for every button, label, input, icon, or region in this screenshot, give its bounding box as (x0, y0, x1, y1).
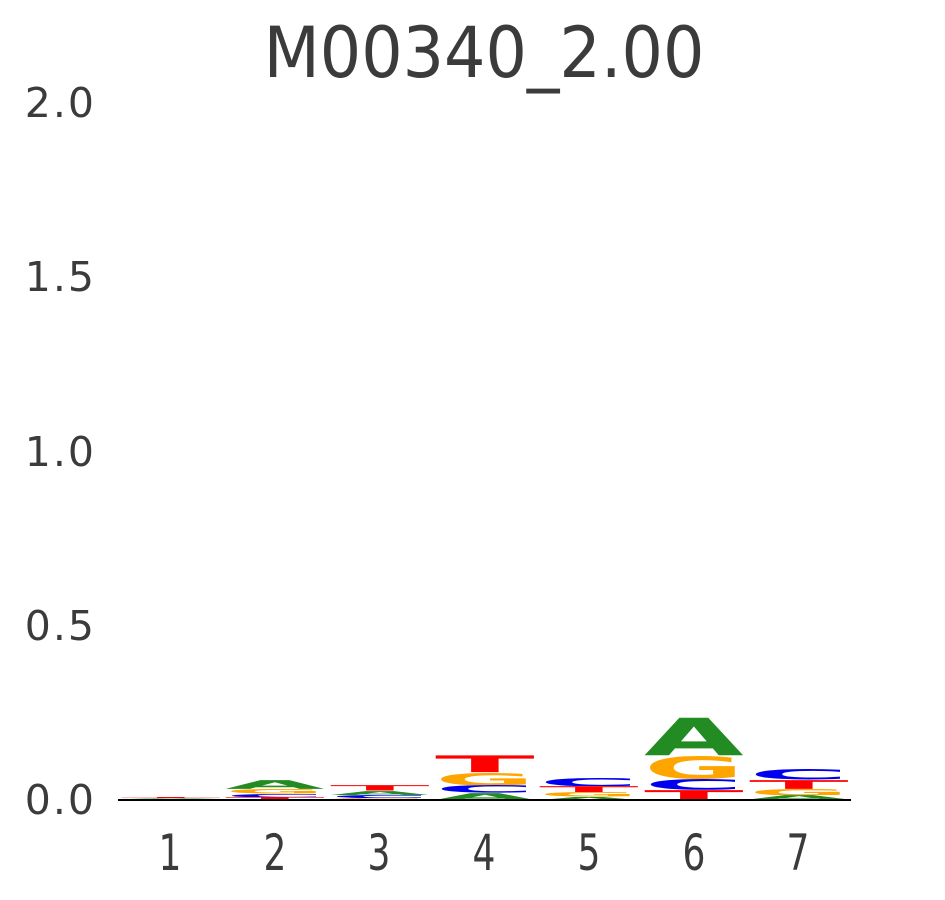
svg-text:A: A (121, 798, 221, 799)
svg-text:T: T (435, 755, 535, 772)
logo-letter-A: A (121, 798, 221, 799)
logo-letter-G: G (225, 789, 325, 794)
svg-text:A: A (539, 797, 639, 800)
svg-text:T: T (749, 780, 849, 789)
svg-text:C: C (539, 778, 639, 786)
y-tick-label: 0.0 (24, 776, 96, 824)
x-axis-line (118, 799, 851, 801)
logo-letter-G: G (749, 789, 849, 796)
logo-letter-C: C (539, 778, 639, 786)
x-tick-label: 7 (786, 824, 810, 882)
logo-letter-G: G (330, 798, 430, 800)
logo-letter-T: T (435, 755, 535, 772)
svg-text:T: T (539, 786, 639, 792)
logo-letter-C: C (644, 779, 744, 790)
logo-letter-G: G (121, 799, 221, 800)
y-tick-label: 2.0 (24, 79, 96, 127)
x-tick-label: 5 (577, 824, 601, 882)
chart-title: M00340_2.00 (263, 12, 705, 94)
logo-letter-C: C (435, 785, 535, 793)
logo-letter-A: A (435, 793, 535, 800)
svg-text:G: G (121, 799, 221, 800)
x-tick-label: 1 (158, 824, 182, 882)
logo-letter-A: A (539, 797, 639, 800)
svg-text:A: A (225, 780, 325, 789)
svg-text:C: C (435, 785, 535, 793)
svg-text:A: A (330, 791, 430, 795)
x-tick-label: 2 (263, 824, 287, 882)
logo-letter-T: T (644, 790, 744, 800)
logo-letter-T: T (330, 785, 430, 791)
svg-text:T: T (644, 790, 744, 800)
svg-text:G: G (539, 792, 639, 797)
y-tick-label: 1.5 (24, 253, 96, 302)
logo-column: TACG (327, 785, 432, 800)
svg-text:T: T (330, 785, 430, 791)
svg-text:A: A (435, 793, 535, 800)
svg-text:G: G (225, 789, 325, 794)
logo-letter-G: G (644, 756, 744, 779)
logo-letter-A: A (644, 717, 744, 756)
svg-text:C: C (644, 779, 744, 790)
svg-text:G: G (644, 756, 744, 779)
logo-letter-G: G (435, 773, 535, 786)
svg-text:T: T (225, 797, 325, 800)
x-tick-label: 6 (682, 824, 706, 882)
x-tick-label: 4 (472, 824, 496, 882)
logo-letter-A: A (225, 780, 325, 789)
svg-text:C: C (225, 794, 325, 797)
logo-letter-T: T (225, 797, 325, 800)
logo-letter-T: T (539, 786, 639, 792)
svg-text:G: G (330, 798, 430, 800)
svg-text:C: C (330, 795, 430, 798)
logo-letter-C: C (225, 794, 325, 797)
logo-letter-G: G (539, 792, 639, 797)
logo-letter-T: T (121, 797, 221, 798)
logo-letter-C: C (330, 795, 430, 798)
logo-letter-C: C (749, 769, 849, 779)
logo-letter-A: A (330, 791, 430, 795)
svg-text:T: T (121, 797, 221, 798)
logo-letter-T: T (749, 780, 849, 789)
y-tick-label: 1.0 (24, 427, 96, 476)
svg-text:G: G (749, 789, 849, 796)
svg-text:A: A (749, 795, 849, 800)
logo-letter-A: A (749, 795, 849, 800)
svg-text:A: A (644, 717, 744, 756)
svg-text:C: C (749, 769, 849, 779)
x-tick-label: 3 (367, 824, 391, 882)
svg-text:G: G (435, 773, 535, 786)
y-tick-label: 0.5 (24, 601, 96, 650)
